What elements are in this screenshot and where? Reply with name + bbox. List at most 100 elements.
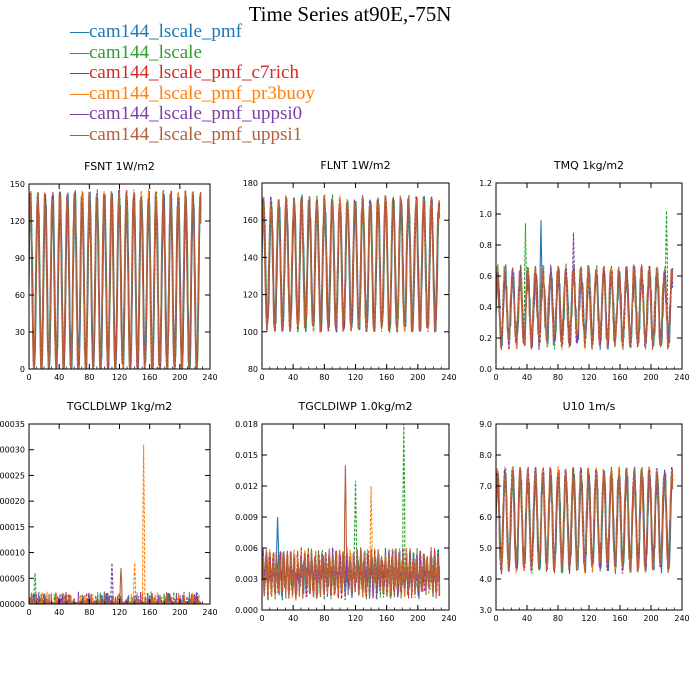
y-tick-label: 0.000 [235, 606, 258, 615]
y-tick-label: 150 [10, 180, 25, 189]
x-tick-label: 240 [674, 614, 689, 623]
y-tick-label: 8.0 [479, 451, 492, 460]
y-tick-label: 60 [15, 291, 25, 300]
series-line-4 [262, 547, 441, 599]
x-tick-label: 40 [522, 373, 532, 382]
chart-title: TGCLDLWP 1kg/m2 [66, 400, 172, 413]
chart-panel-0: FSNT 1W/m2 0 40 80 120 160 200 240 0 30 60 90 120 150 [10, 160, 218, 382]
x-tick-label: 0 [259, 373, 264, 382]
chart-title: U10 1m/s [563, 400, 616, 413]
x-tick-label: 200 [643, 373, 658, 382]
chart-title: TGCLDIWP 1.0kg/m2 [297, 400, 412, 413]
y-tick-label: 90 [15, 254, 25, 263]
x-tick-label: 120 [348, 614, 363, 623]
x-tick-label: 0 [26, 373, 31, 382]
y-tick-label: 160 [243, 216, 258, 225]
y-tick-label: 0.2 [479, 334, 492, 343]
y-tick-label: 4.0 [479, 575, 492, 584]
y-tick-label: 0.00010 [0, 549, 25, 558]
y-tick-label: 80 [248, 365, 258, 374]
y-tick-label: 1.0 [479, 210, 492, 219]
x-tick-label: 80 [84, 608, 94, 617]
x-tick-label: 240 [441, 373, 456, 382]
x-tick-label: 200 [172, 373, 187, 382]
legend-swatch-3: — [70, 82, 89, 104]
x-tick-label: 80 [84, 373, 94, 382]
y-tick-label: 6.0 [479, 513, 492, 522]
y-tick-label: 3.0 [479, 606, 492, 615]
chart-panel-3: TGCLDLWP 1kg/m2 0 40 80 120 160 200 240 0.00000 0… [0, 400, 218, 617]
y-tick-label: 0.018 [235, 420, 258, 429]
x-tick-label: 40 [54, 608, 64, 617]
x-tick-label: 160 [612, 614, 627, 623]
chart-panel-5: U10 1m/s 0 40 80 120 160 200 240 3.0 4.0 5.0 6.0 7.0… [479, 400, 689, 623]
x-tick-label: 80 [553, 373, 563, 382]
y-tick-label: 0.003 [235, 575, 258, 584]
x-tick-label: 240 [202, 373, 217, 382]
y-tick-label: 5.0 [479, 544, 492, 553]
x-tick-label: 160 [142, 608, 157, 617]
y-tick-label: 0.0 [479, 365, 492, 374]
legend-label: cam144_lscale_pmf_uppsi1 [89, 123, 303, 145]
x-tick-label: 240 [674, 373, 689, 382]
legend-swatch-4: — [70, 103, 89, 124]
legend-item: —cam144_lscale_pmf_uppsi0 [70, 103, 315, 125]
x-tick-label: 240 [441, 614, 456, 623]
y-tick-label: 0.006 [235, 544, 258, 553]
x-tick-label: 200 [410, 614, 425, 623]
x-tick-label: 0 [26, 608, 31, 617]
y-tick-label: 0.00025 [0, 471, 25, 480]
x-tick-label: 160 [379, 373, 394, 382]
chart-panel-1: FLNT 1W/m2 0 40 80 120 160 200 240 80 100 120 140 16… [243, 159, 457, 382]
x-tick-label: 240 [202, 608, 217, 617]
legend-label: cam144_lscale_pmf_pr3buoy [89, 82, 315, 104]
series-line-5 [262, 465, 441, 600]
chart-title: FLNT 1W/m2 [320, 159, 390, 172]
legend-label: cam144_lscale [89, 41, 202, 63]
y-tick-label: 180 [243, 179, 258, 188]
figure-title: Time Series at90E,-75N [248, 2, 452, 26]
y-tick-label: 0.00035 [0, 420, 25, 429]
y-tick-label: 9.0 [479, 420, 492, 429]
y-tick-label: 7.0 [479, 482, 492, 491]
chart-title: FSNT 1W/m2 [84, 160, 155, 173]
chart-panel-4: TGCLDIWP 1.0kg/m2 0 40 80 120 160 200 240 0.000 0… [235, 400, 457, 623]
x-tick-label: 40 [54, 373, 64, 382]
y-tick-label: 0.4 [479, 303, 492, 312]
y-tick-label: 30 [15, 328, 25, 337]
series-line-5 [29, 190, 202, 369]
x-tick-label: 40 [288, 373, 298, 382]
y-tick-label: 0.012 [235, 482, 258, 491]
legend-swatch-1: — [70, 41, 89, 63]
plot-frame [28, 423, 211, 605]
x-tick-label: 80 [319, 373, 329, 382]
y-tick-label: 0.00000 [0, 600, 25, 609]
series-line-5 [496, 264, 674, 350]
y-tick-label: 120 [243, 291, 258, 300]
y-tick-label: 120 [10, 217, 25, 226]
x-tick-label: 120 [581, 614, 596, 623]
y-tick-label: 0.00015 [0, 523, 25, 532]
x-tick-label: 0 [493, 614, 498, 623]
y-tick-label: 0.009 [235, 513, 258, 522]
y-tick-label: 100 [243, 328, 258, 337]
x-tick-label: 160 [612, 373, 627, 382]
x-tick-label: 160 [379, 614, 394, 623]
x-tick-label: 40 [522, 614, 532, 623]
y-tick-label: 140 [243, 253, 258, 262]
x-tick-label: 120 [348, 373, 363, 382]
x-tick-label: 120 [581, 373, 596, 382]
series-line-5 [496, 466, 674, 573]
legend-label: cam144_lscale_pmf_uppsi0 [89, 103, 303, 124]
x-tick-label: 80 [553, 614, 563, 623]
legend: —cam144_lscale_pmf —cam144_lscale —cam14… [70, 21, 315, 145]
y-tick-label: 0.8 [479, 241, 492, 250]
y-tick-label: 0.00030 [0, 446, 25, 455]
plot-frame [495, 423, 683, 611]
legend-label: cam144_lscale_pmf_c7rich [89, 62, 299, 83]
legend-item: —cam144_lscale_pmf_pr3buoy [70, 82, 315, 105]
x-tick-label: 120 [112, 608, 127, 617]
legend-item: —cam144_lscale_pmf [70, 21, 315, 43]
x-tick-label: 160 [142, 373, 157, 382]
